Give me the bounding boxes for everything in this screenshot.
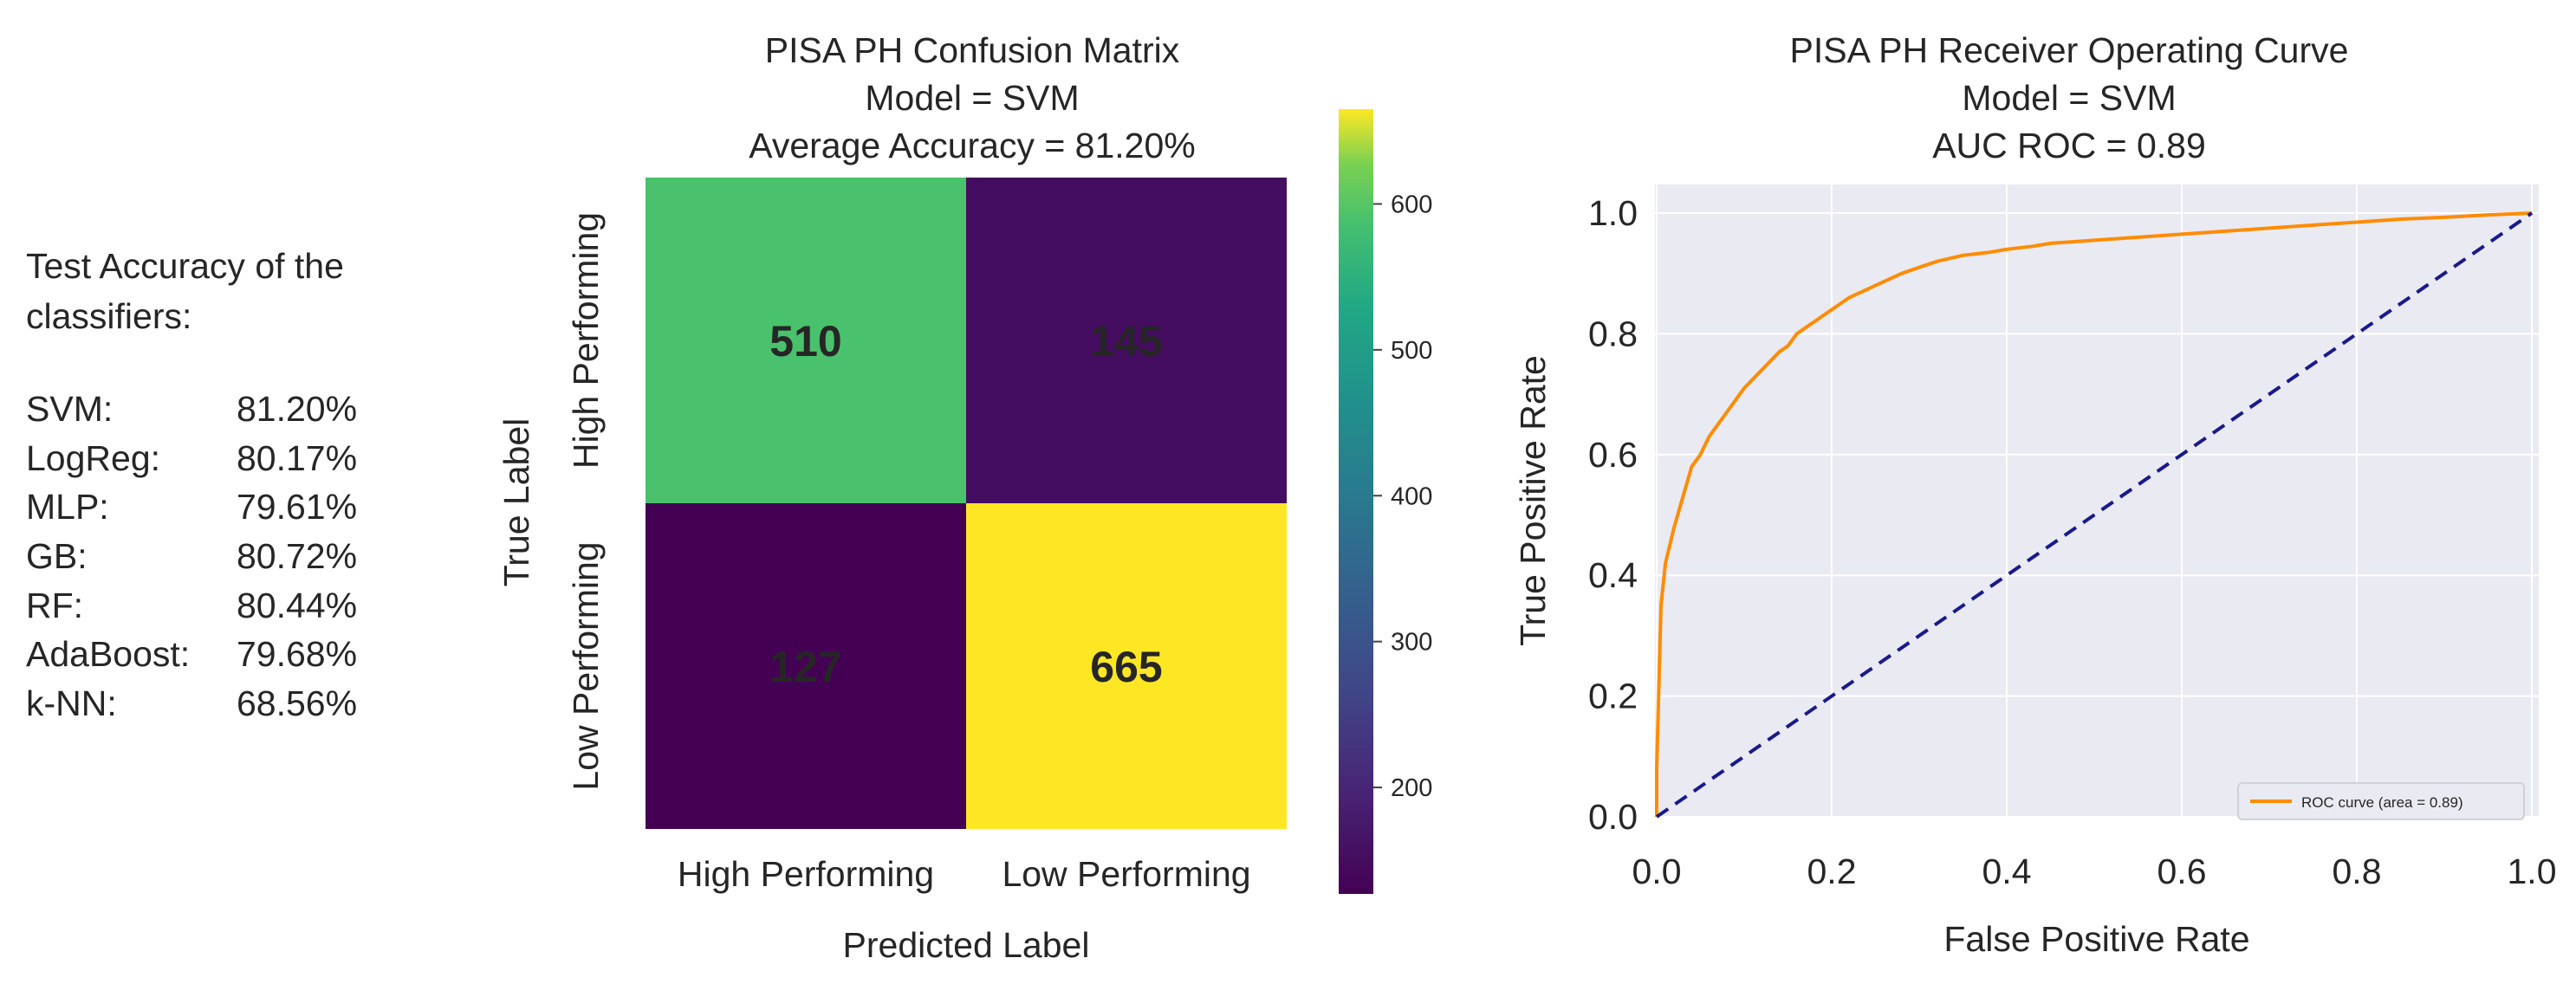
cm-y-axis-label: True Label: [496, 418, 536, 587]
cm-colorbar-tick-label: 500: [1391, 337, 1432, 365]
roc-x-tick-label: 0.0: [1632, 851, 1682, 891]
classifier-name: LogReg:: [26, 437, 161, 478]
roc-title-line: PISA PH Receiver Operating Curve: [1790, 30, 2349, 70]
accuracy-title-line2: classifiers:: [26, 296, 192, 336]
classifier-name: GB:: [26, 535, 88, 576]
classifier-accuracy: 80.17%: [237, 437, 358, 478]
accuracy-row: LogReg: 80.17%: [26, 434, 433, 483]
roc-y-tick-label: 1.0: [1588, 193, 1638, 233]
cm-colorbar-tick-label: 200: [1391, 774, 1432, 802]
cm-colorbar-tick-label: 400: [1391, 482, 1432, 510]
accuracy-row: SVM: 81.20%: [26, 385, 433, 434]
accuracy-row: AdaBoost: 79.68%: [26, 630, 433, 679]
classifier-name: MLP:: [26, 487, 109, 528]
accuracy-row: MLP: 79.61%: [26, 482, 433, 532]
roc-x-tick-label: 0.2: [1807, 851, 1857, 891]
classifier-name: SVM:: [26, 388, 114, 429]
roc-x-tick-label: 0.6: [2157, 851, 2207, 891]
cm-cell-value: 127: [769, 643, 841, 691]
cm-title-line: PISA PH Confusion Matrix: [765, 30, 1180, 70]
accuracy-row: GB: 80.72%: [26, 532, 433, 581]
accuracy-row: k-NN: 68.56%: [26, 679, 433, 728]
classifier-accuracy: 79.68%: [237, 634, 358, 675]
accuracy-panel-title: Test Accuracy of the classifiers:: [26, 241, 477, 341]
classifier-accuracy: 80.72%: [237, 535, 358, 576]
roc-y-tick-label: 0.8: [1588, 314, 1638, 353]
roc-chance-line: [1655, 211, 2534, 819]
cm-title-line: Model = SVM: [865, 78, 1079, 118]
cm-colorbar: [1339, 109, 1373, 894]
cm-y-tick-label: High Performing: [566, 212, 606, 469]
roc-y-tick-label: 0.6: [1588, 435, 1638, 475]
accuracy-list: SVM: 81.20% LogReg: 80.17% MLP: 79.61% GB: 80.7…: [26, 385, 433, 728]
cm-y-tick-label: Low Performing: [566, 541, 606, 790]
roc-x-tick-label: 1.0: [2508, 851, 2557, 891]
classifier-accuracy: 81.20%: [237, 388, 358, 429]
roc-legend-box: [2237, 782, 2525, 820]
roc-title-line: Model = SVM: [1962, 78, 2176, 118]
roc-y-tick-label: 0.0: [1588, 797, 1638, 837]
cm-cell: [646, 178, 966, 503]
roc-title-line: AUC ROC = 0.89: [1932, 126, 2206, 165]
cm-cell-value: 510: [769, 317, 841, 366]
accuracy-row: RF: 80.44%: [26, 581, 433, 631]
cm-cell-value: 145: [1090, 317, 1162, 366]
classifier-name: AdaBoost:: [26, 634, 191, 675]
cm-cell: [966, 178, 1287, 503]
cm-x-tick-label: Low Performing: [1002, 854, 1250, 894]
roc-x-tick-label: 0.4: [1982, 851, 2032, 891]
classifier-name: RF:: [26, 585, 84, 625]
classifier-accuracy: 79.61%: [237, 487, 358, 528]
cm-title-line: Average Accuracy = 81.20%: [749, 126, 1195, 165]
roc-x-tick-label: 0.8: [2333, 851, 2382, 891]
roc-x-axis-label: False Positive Rate: [1943, 919, 2249, 959]
cm-x-tick-label: High Performing: [678, 854, 934, 894]
roc-y-tick-label: 0.4: [1588, 555, 1638, 595]
roc-plot-area: [1655, 184, 2539, 817]
cm-x-axis-label: Predicted Label: [843, 925, 1090, 965]
accuracy-title-line1: Test Accuracy of the: [26, 246, 344, 286]
cm-cell: [966, 503, 1287, 829]
roc-curve-line: [1655, 211, 2533, 817]
roc-y-tick-label: 0.2: [1588, 676, 1638, 716]
roc-legend-label: ROC curve (area = 0.89): [2301, 794, 2463, 811]
cm-colorbar-tick-label: 600: [1391, 191, 1432, 218]
cm-colorbar-tick-label: 300: [1391, 629, 1432, 657]
cm-cell: [646, 503, 966, 829]
classifier-accuracy: 68.56%: [237, 683, 358, 723]
roc-y-axis-label: True Positive Rate: [1513, 355, 1553, 646]
classifier-accuracy: 80.44%: [237, 585, 358, 625]
cm-cell-value: 665: [1090, 643, 1162, 691]
classifier-name: k-NN:: [26, 683, 117, 723]
